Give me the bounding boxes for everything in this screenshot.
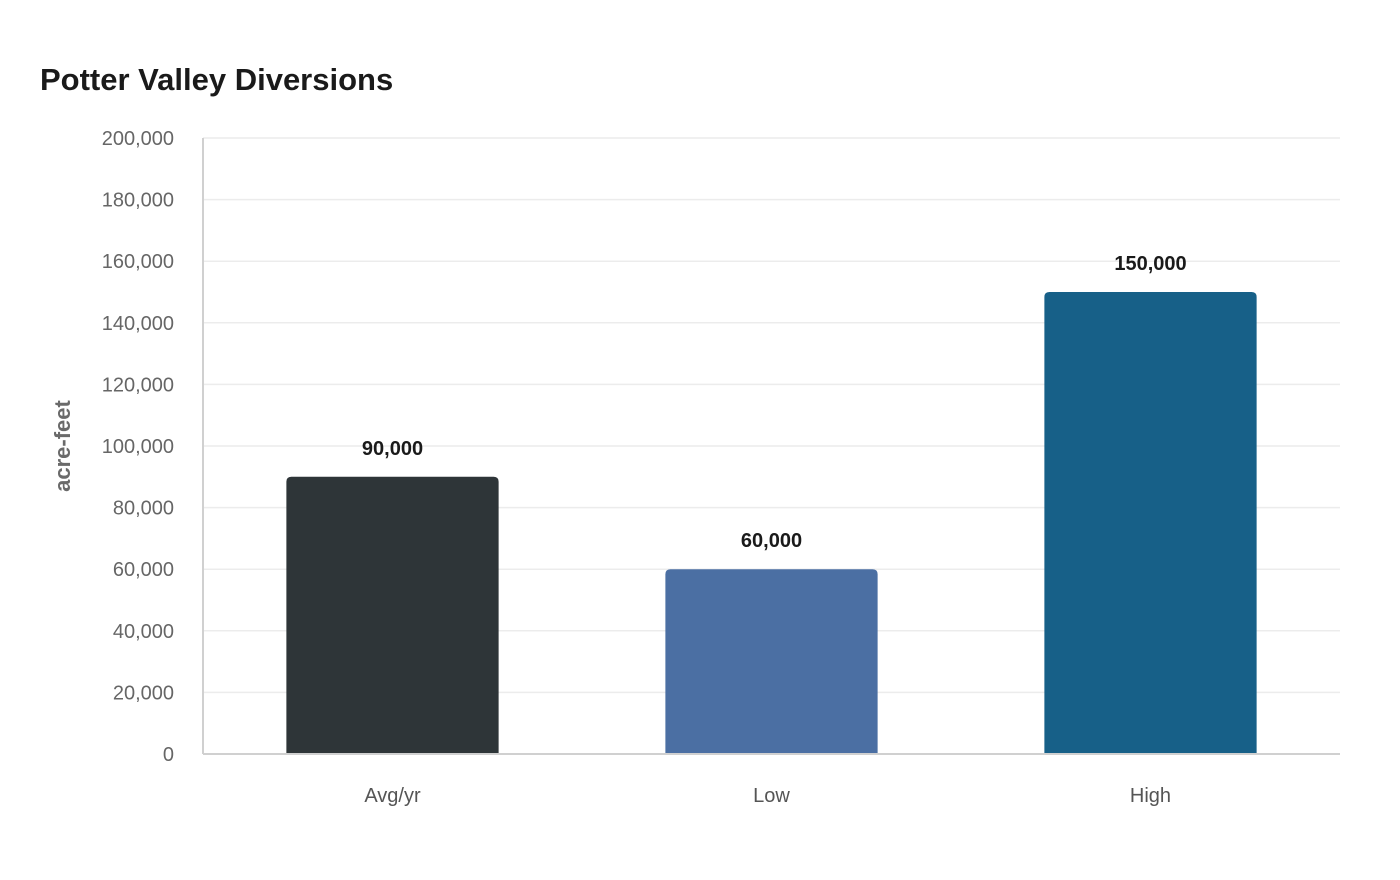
x-tick-label: Low xyxy=(753,785,790,807)
bar xyxy=(1044,292,1257,754)
y-tick-label: 200,000 xyxy=(102,128,174,150)
bar xyxy=(665,569,878,754)
data-label: 60,000 xyxy=(741,530,802,552)
data-label: 90,000 xyxy=(362,438,423,460)
bar xyxy=(286,476,499,754)
y-tick-label: 100,000 xyxy=(102,436,174,458)
x-tick-label: Avg/yr xyxy=(364,785,421,807)
y-tick-label: 0 xyxy=(163,744,174,766)
y-tick-label: 120,000 xyxy=(102,374,174,396)
data-label: 150,000 xyxy=(1114,253,1186,275)
chart-title: Potter Valley Diversions xyxy=(40,62,394,97)
y-tick-label: 180,000 xyxy=(102,190,174,212)
x-tick-label: High xyxy=(1130,785,1171,807)
x-ticks: Avg/yr Low High xyxy=(364,785,1171,807)
y-tick-label: 80,000 xyxy=(113,498,174,520)
y-tick-label: 160,000 xyxy=(102,251,174,273)
y-tick-label: 20,000 xyxy=(113,682,174,704)
y-tick-label: 60,000 xyxy=(113,559,174,581)
bars xyxy=(286,292,1257,754)
data-labels: 90,000 60,000 150,000 xyxy=(362,253,1187,552)
y-axis-title: acre-feet xyxy=(50,399,75,491)
y-tick-label: 140,000 xyxy=(102,313,174,335)
y-ticks: 0 20,000 40,000 60,000 80,000 100,000 120,000 1… xyxy=(102,128,174,766)
y-tick-label: 40,000 xyxy=(113,621,174,643)
